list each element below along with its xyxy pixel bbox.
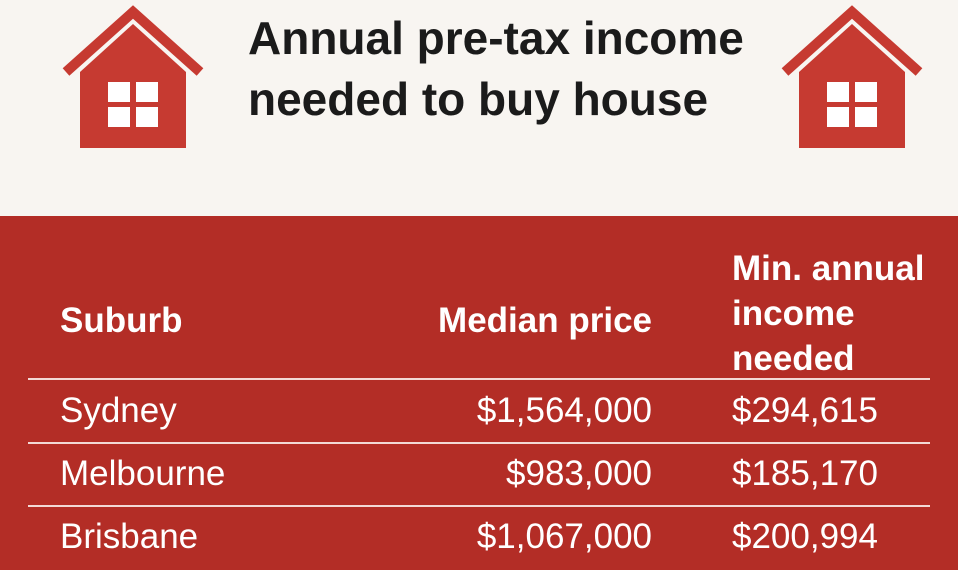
house-icon	[781, 5, 923, 148]
table-cell: $200,994	[732, 517, 878, 556]
column-header: Median price	[438, 301, 652, 340]
house-icon	[62, 5, 204, 148]
row-divider	[28, 442, 930, 444]
column-header: Min. annual income needed	[732, 249, 925, 378]
title: Annual pre-tax income needed to buy hous…	[248, 12, 744, 125]
row-divider	[28, 378, 930, 380]
table-cell: Melbourne	[60, 454, 226, 493]
table-cell: $1,067,000	[476, 517, 652, 556]
row-divider	[28, 505, 930, 507]
table-cell: $185,170	[732, 454, 878, 493]
table-cell: $294,615	[732, 391, 878, 430]
table-cell: $983,000	[506, 454, 652, 493]
table-cell: $1,564,000	[476, 391, 652, 430]
table-cell: Brisbane	[60, 517, 199, 556]
table-cell: Sydney	[60, 391, 177, 430]
table: Suburb Median price Min. annual income nee…	[0, 216, 958, 570]
column-header: Suburb	[60, 301, 183, 340]
